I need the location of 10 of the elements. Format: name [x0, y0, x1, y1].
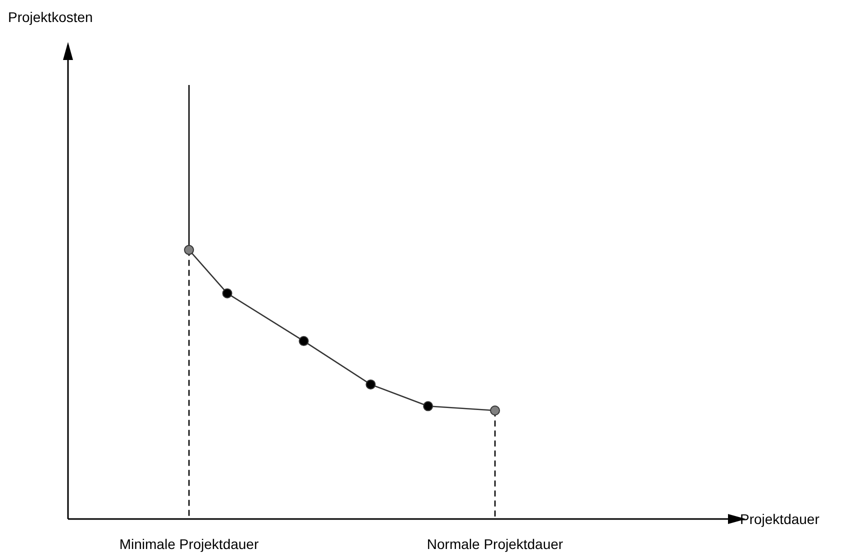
- point: [184, 244, 194, 255]
- point: [298, 336, 309, 346]
- y-axis-title: Projektkosten: [8, 9, 93, 25]
- x-tick-label: Normale Projektdauer: [426, 536, 564, 552]
- point: [222, 288, 232, 298]
- x-tick-label: Minimale Projektdauer: [119, 536, 259, 552]
- text: Projektdauer: [740, 511, 820, 527]
- point: [423, 401, 434, 412]
- point: [490, 406, 500, 416]
- point: [366, 379, 376, 390]
